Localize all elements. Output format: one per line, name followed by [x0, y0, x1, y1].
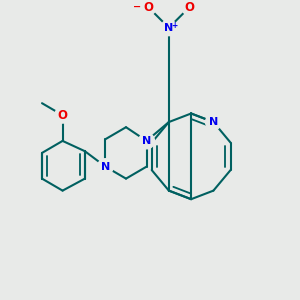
Text: O: O: [143, 1, 153, 14]
Text: N: N: [101, 162, 110, 172]
Circle shape: [182, 0, 197, 15]
Circle shape: [55, 107, 70, 123]
Text: +: +: [171, 20, 177, 29]
Circle shape: [161, 20, 177, 36]
Circle shape: [139, 133, 154, 149]
Text: O: O: [184, 1, 194, 14]
Circle shape: [140, 0, 156, 15]
Circle shape: [206, 114, 221, 130]
Text: O: O: [58, 109, 68, 122]
Text: −: −: [133, 2, 141, 11]
Text: N: N: [209, 117, 218, 127]
Text: N: N: [142, 136, 151, 146]
Circle shape: [98, 159, 113, 175]
Text: N: N: [164, 23, 173, 33]
